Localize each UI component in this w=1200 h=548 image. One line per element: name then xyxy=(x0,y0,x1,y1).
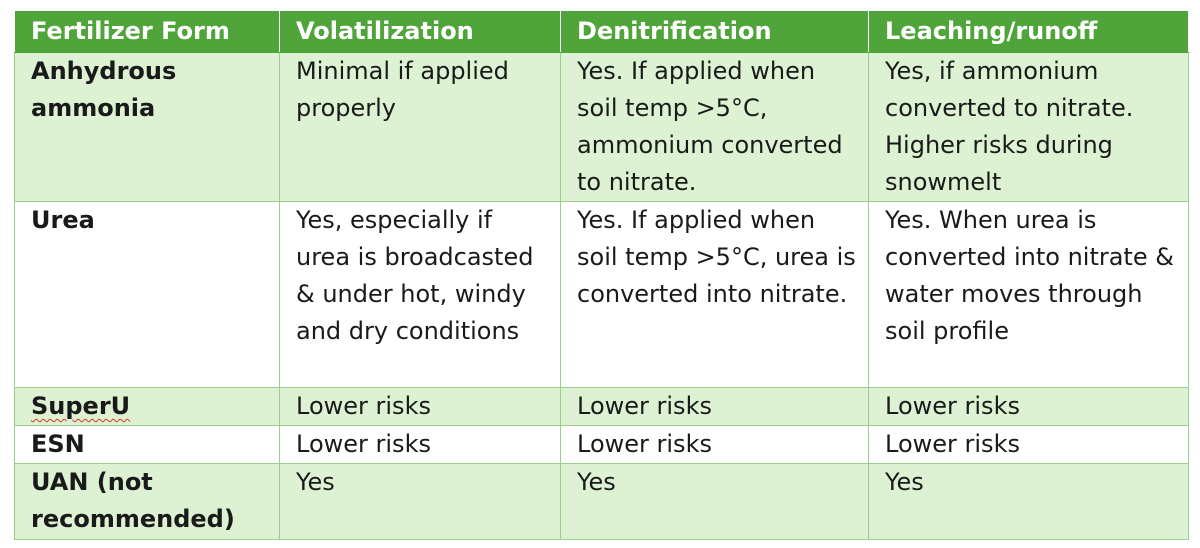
cell-leaching-runoff: Lower risks xyxy=(868,425,1189,464)
table-row: Anhydrous ammonia Minimal if applied pro… xyxy=(14,52,1189,202)
table-row: ESN Lower risks Lower risks Lower risks xyxy=(14,425,1189,464)
header-fertilizer-form: Fertilizer Form xyxy=(14,10,280,53)
cell-volatilization: Yes, especially if urea is broadcasted &… xyxy=(279,201,561,388)
cell-denitrification: Lower risks xyxy=(560,387,869,426)
cell-fertilizer-form: SuperU xyxy=(14,387,280,426)
spellcheck-underlined-text: SuperU xyxy=(31,392,131,420)
cell-volatilization: Minimal if applied properly xyxy=(279,52,561,202)
cell-leaching-runoff: Yes. When urea is converted into nitrate… xyxy=(868,201,1189,388)
table-row: Urea Yes, especially if urea is broadcas… xyxy=(14,201,1189,388)
header-denitrification: Denitrification xyxy=(560,10,869,53)
cell-volatilization: Lower risks xyxy=(279,387,561,426)
cell-fertilizer-form: ESN xyxy=(14,425,280,464)
cell-leaching-runoff: Lower risks xyxy=(868,387,1189,426)
cell-denitrification: Lower risks xyxy=(560,425,869,464)
cell-volatilization: Lower risks xyxy=(279,425,561,464)
cell-volatilization: Yes xyxy=(279,463,561,540)
table-row: SuperU Lower risks Lower risks Lower ris… xyxy=(14,387,1189,426)
header-row: Fertilizer Form Volatilization Denitrifi… xyxy=(14,10,1189,53)
cell-fertilizer-form: UAN (not recommended) xyxy=(14,463,280,540)
header-leaching-runoff: Leaching/runoff xyxy=(868,10,1189,53)
cell-leaching-runoff: Yes xyxy=(868,463,1189,540)
header-volatilization: Volatilization xyxy=(279,10,561,53)
cell-fertilizer-form: Anhydrous ammonia xyxy=(14,52,280,202)
cell-denitrification: Yes. If applied when soil temp >5°C, amm… xyxy=(560,52,869,202)
table-row: UAN (not recommended) Yes Yes Yes xyxy=(14,463,1189,540)
cell-denitrification: Yes. If applied when soil temp >5°C, ure… xyxy=(560,201,869,388)
cell-denitrification: Yes xyxy=(560,463,869,540)
fertilizer-loss-table-container: Fertilizer Form Volatilization Denitrifi… xyxy=(14,10,1189,540)
cell-fertilizer-form: Urea xyxy=(14,201,280,388)
fertilizer-loss-table: Fertilizer Form Volatilization Denitrifi… xyxy=(14,10,1189,540)
cell-leaching-runoff: Yes, if ammonium converted to nitrate. H… xyxy=(868,52,1189,202)
